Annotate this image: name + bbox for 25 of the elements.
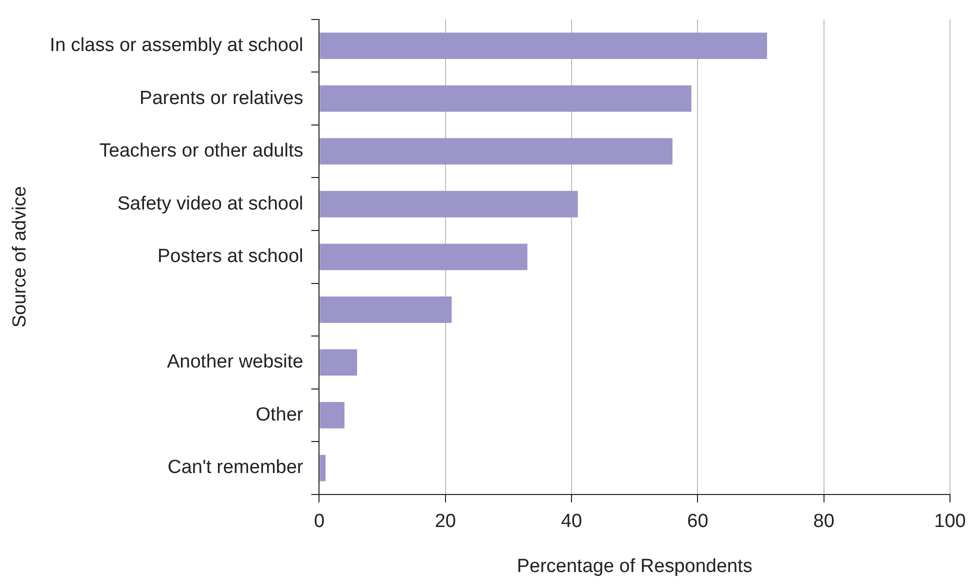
bar [320,244,528,270]
y-tick-label: Parents or relatives [140,88,304,109]
bar [320,190,578,218]
bar [320,349,358,376]
y-tick-label: Another website [166,352,304,373]
bar [320,85,692,112]
y-tick-label: Other [256,404,304,426]
y-axis-title: Source of advice [10,186,31,328]
bar [320,138,672,165]
y-tick-label: Teachers or other adults [99,140,304,162]
y-tick-label: Can't remember [168,457,304,478]
x-tick-label: 20 [434,511,456,532]
bar [320,32,768,59]
x-tick-label: 0 [314,511,325,532]
y-tick-label: In class or assembly at school [50,35,304,56]
x-tick-label: 60 [687,511,708,532]
bar [320,454,326,482]
bar [320,296,452,323]
y-tick-label: Safety video at school [117,193,304,214]
x-tick-label: 100 [934,511,966,532]
x-axis-title: Percentage of Respondents [516,556,752,577]
x-tick-label: 80 [813,511,834,532]
x-tick-label: 40 [560,511,582,532]
bar [320,402,344,428]
y-tick-label: Posters at school [157,246,304,268]
